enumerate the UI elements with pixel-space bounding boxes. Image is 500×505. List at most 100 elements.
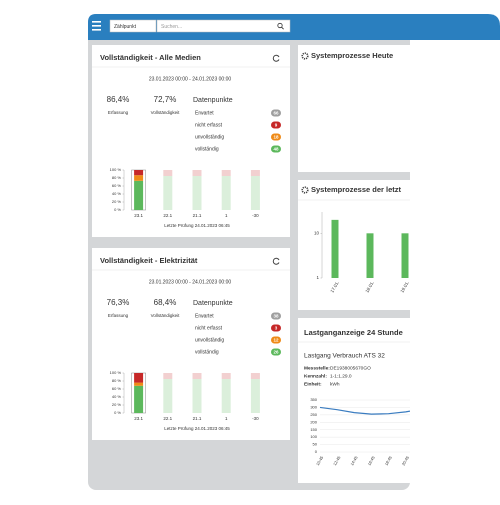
bar-segment [163,176,173,210]
stat-value: 76,3% [107,298,130,307]
x-tick-label: 22:45 [418,455,428,467]
legend-label: vollständig [195,349,219,355]
badge [271,145,281,153]
legend-title: Datenpunkte [193,97,233,104]
stat-label: Vollständigkeit [151,313,181,318]
badge-count: 18 [273,134,279,139]
x-tick-label: 19.01. [399,280,410,293]
x-tick-label: 23.1 [134,213,143,218]
stat-value: 86,4% [107,95,130,104]
legend-label: nicht erfasst [195,122,223,128]
y-tick-label: 100 % [110,370,122,375]
stat-value: 72,7% [154,95,177,104]
x-tick-label: 18.01. [364,280,375,293]
select-label[interactable]: Zählpunkt [114,24,137,30]
badge [271,324,281,332]
badge-count: 12 [273,337,279,342]
bar-segment [163,170,173,176]
panel-title: Vollständigkeit - Alle Medien [100,53,201,62]
field-label: Einheit: [304,381,322,387]
bar-segment [250,176,260,210]
y-tick-label: 0 [315,449,318,454]
bar-segment [221,170,231,176]
bar-segment [134,385,144,413]
top-bar [88,14,500,40]
footer: Letzte Prüfung 24.01.2023 06:45 [164,223,230,228]
field-value: 1-1:1.29.0 [330,373,352,379]
panel [298,318,410,483]
panel [92,248,290,440]
bar-segment [134,373,144,383]
field-label: Kennzahl: [304,373,327,379]
stat-value: 68,4% [154,298,177,307]
x-tick-label: 21.1 [193,416,202,421]
x-tick-label: 23.1 [134,416,143,421]
search-box[interactable] [156,19,291,33]
badge [271,312,281,320]
panel [298,45,410,172]
x-tick-label: 16:45 [366,455,376,467]
panel-title: Vollständigkeit - Elektrizität [100,256,198,265]
badge [271,121,281,129]
y-tick-label: 60 % [112,386,122,391]
bar [401,233,409,278]
x-tick-label: 20:45 [401,455,411,467]
y-tick-label: 300 [310,404,317,409]
legend-label: unvollständig [195,134,224,140]
badge-count: 48 [273,146,279,151]
legend-label: Erwartet [195,110,214,116]
refresh-icon[interactable] [272,257,280,265]
badge [271,336,281,344]
panel-title: Systemprozesse Heute [311,51,393,60]
legend-label: nicht erfasst [195,325,223,331]
bar-segment [163,373,173,379]
bar-segment [134,180,144,210]
x-tick-label: 1 [225,416,228,421]
line [319,406,410,415]
search-placeholder[interactable]: Suchen... [161,24,182,30]
select-box[interactable] [109,19,157,33]
y-tick-label: 10 [314,231,320,236]
bar-segment [221,379,231,413]
badge [271,133,281,141]
y-tick-label: 0 % [114,207,121,212]
y-tick-label: 150 [310,427,317,432]
panel [298,180,410,310]
badge-count: 66 [273,110,279,115]
x-tick-label: 22.1 [163,416,172,421]
menu-icon[interactable] [92,21,101,31]
y-tick-label: 100 [310,434,317,439]
y-tick-label: 350 [310,397,317,402]
bar-segment [134,175,144,181]
bar [331,219,339,278]
subtitle: Lastgang Verbrauch ATS 32 [304,353,385,360]
legend-label: vollständig [195,146,219,152]
y-tick-label: 200 [310,419,317,424]
badge-count: 38 [273,313,279,318]
x-tick-label: -30 [252,213,259,218]
x-tick-label: 1 [225,213,228,218]
y-tick-label: 40 % [112,394,122,399]
panel-title: Lastganganzeige 24 Stunde [304,328,403,337]
search-icon[interactable] [277,22,284,30]
bar-segment [163,379,173,413]
dashboard: Vollständigkeit - Alle Medien 23.01.2023 … [92,45,445,483]
x-tick-label: 21.1 [193,213,202,218]
y-tick-label: 20 % [112,199,122,204]
footer: Letzte Prüfung 24.01.2023 06:45 [164,426,230,431]
y-tick-label: 20 % [112,402,122,407]
field-label: Messstelle: [304,365,330,371]
x-tick-label: 00:45 [435,455,445,467]
x-tick-label: 17.01. [329,280,340,293]
y-tick-label: 80 % [112,175,122,180]
stat-label: Erfassung [108,110,129,115]
bar-segment [192,379,202,413]
refresh-icon[interactable] [272,54,280,62]
panel-title: Systemprozesse der letzt [311,185,402,194]
bar-segment [134,382,144,386]
badge-count: 26 [273,349,279,354]
panel [92,45,290,237]
x-tick-label: 12:45 [332,455,342,467]
